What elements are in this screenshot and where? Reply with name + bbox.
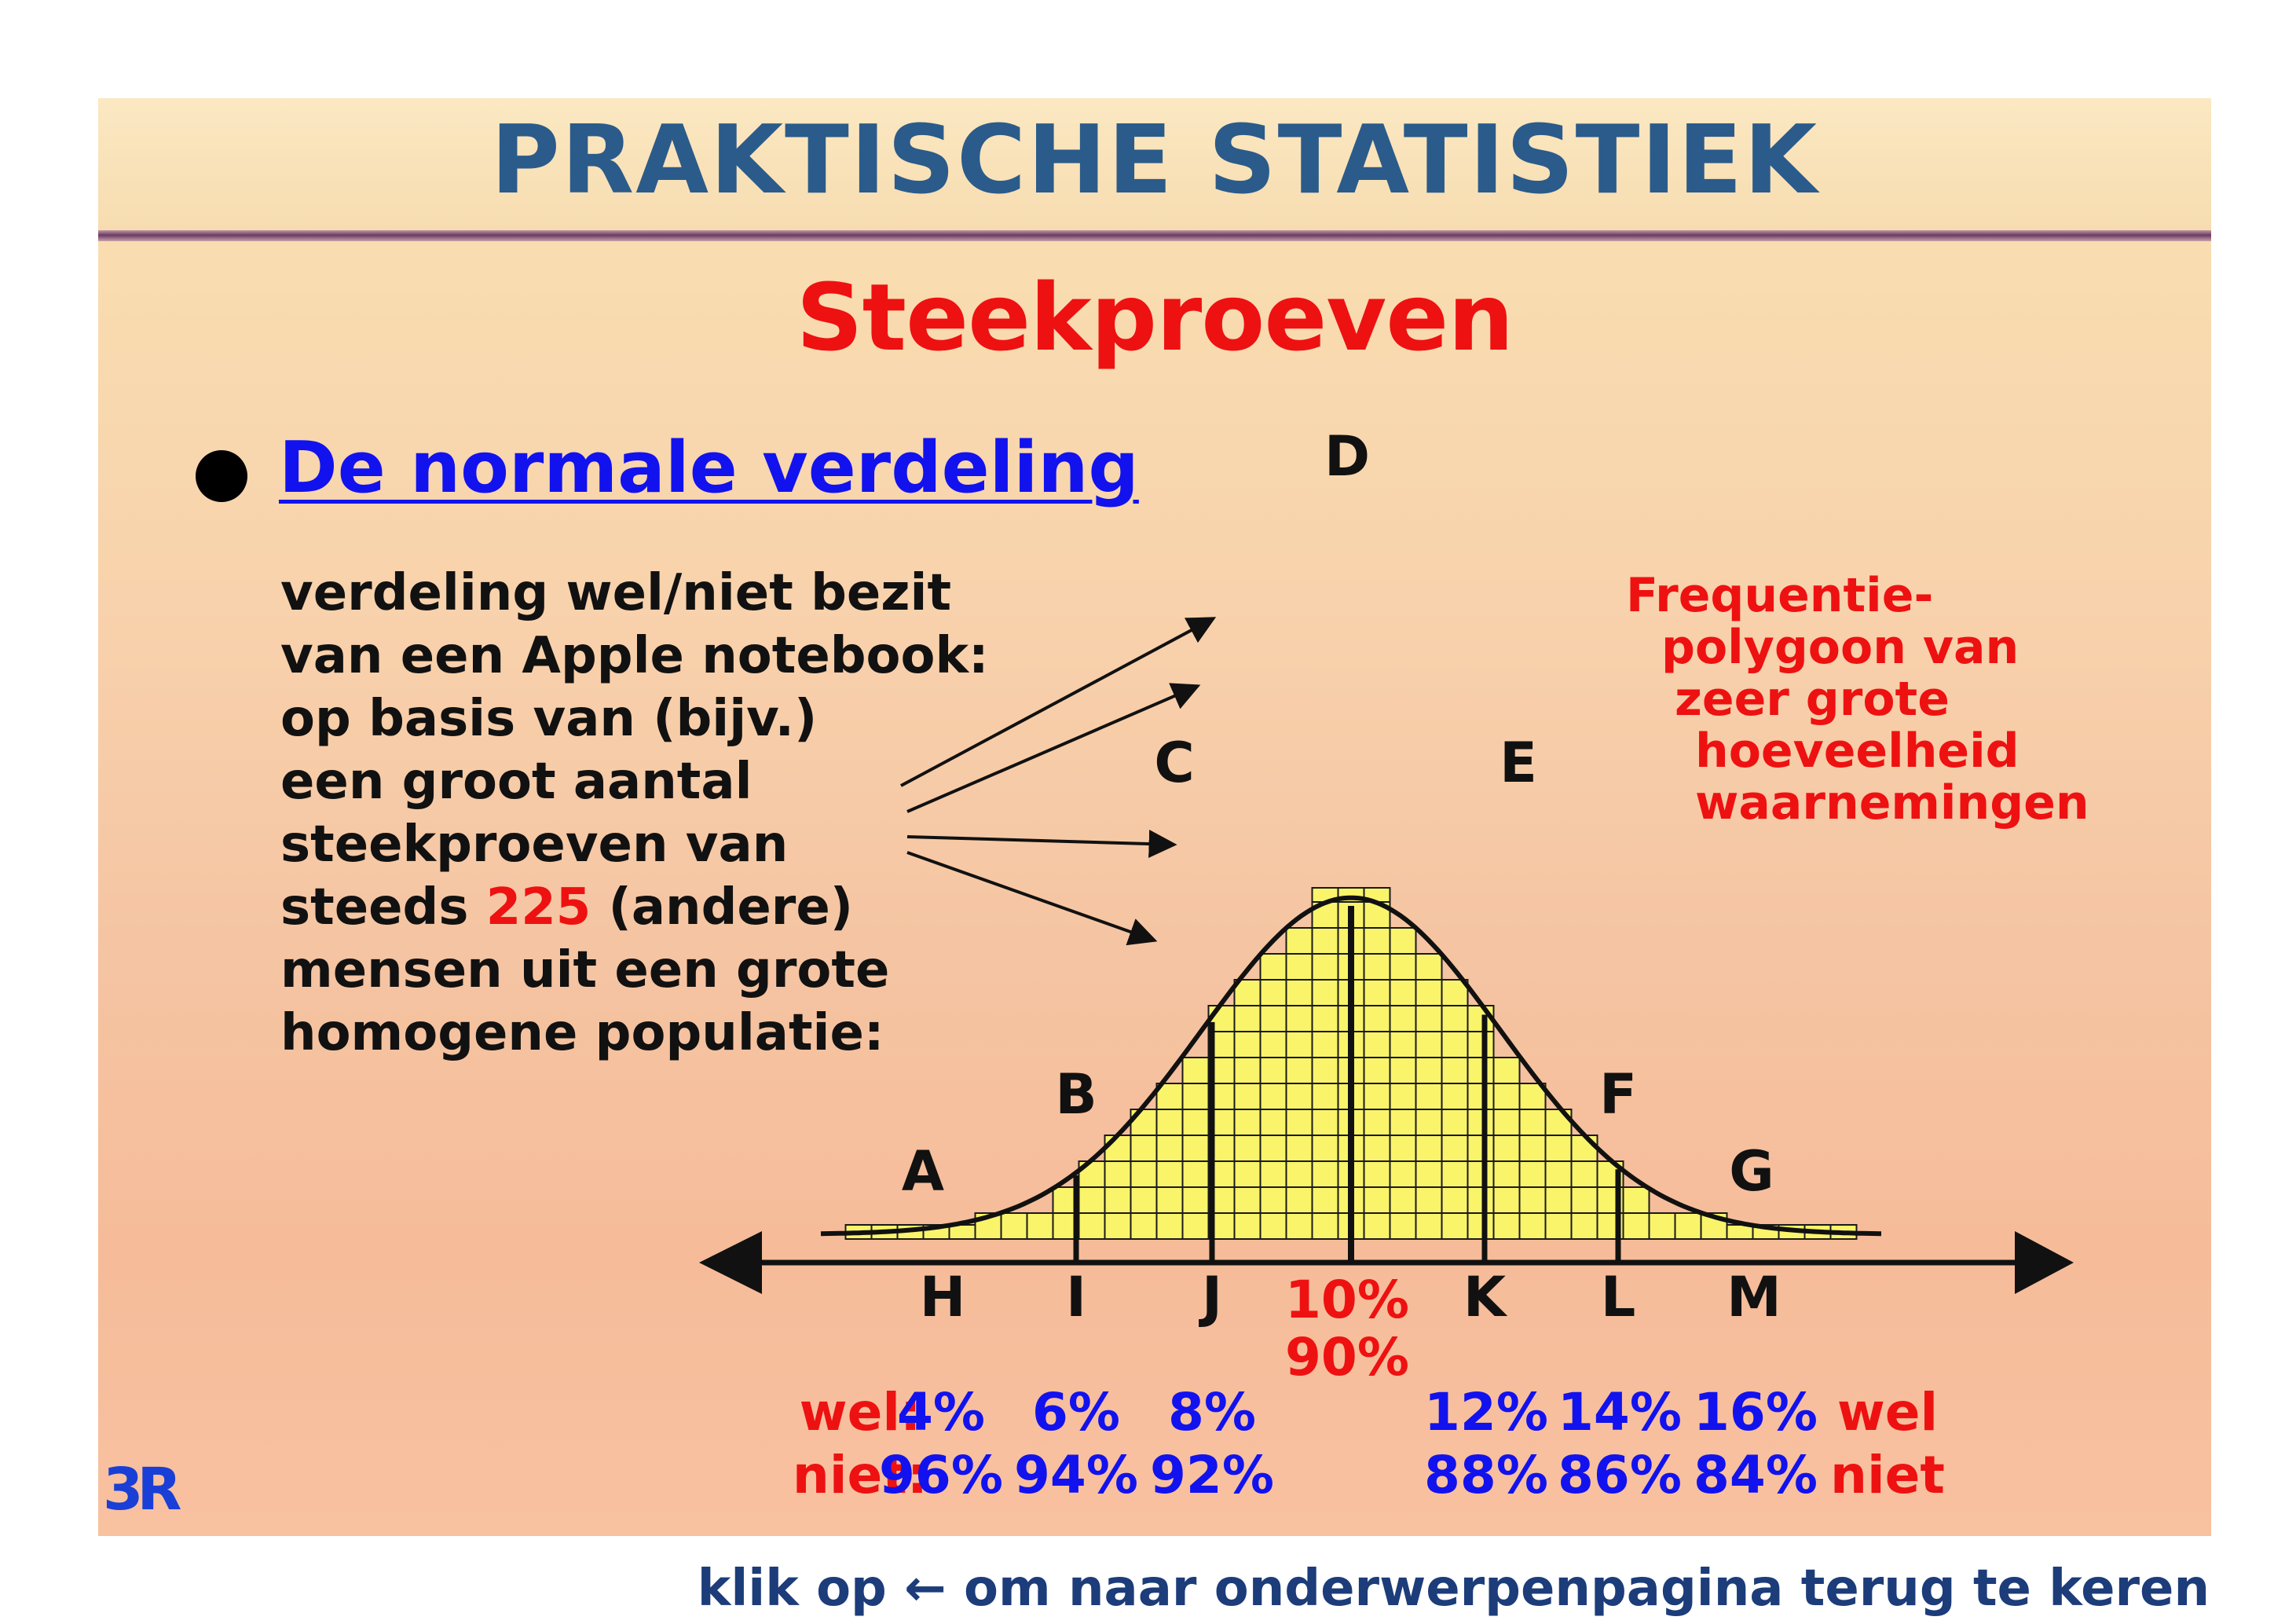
center-wel-value: 10% [1285,1270,1409,1330]
niet-row-label-right: niet [1830,1445,1945,1505]
wel-percentage: 4% [897,1382,985,1443]
header-divider [98,230,2211,241]
slide: PRAKTISCHE STATISTIEK Steekproeven De no… [98,98,2211,1536]
curve-point-label-b: B [1055,1062,1097,1127]
3r-logo: 3R [103,1456,182,1523]
bell-curve [820,895,1882,1237]
tick-label-l: L [1601,1265,1636,1329]
curve-point-label-g: G [1729,1139,1774,1204]
pointer-arrow [906,830,1177,859]
annotation-line: polygoon van [1661,620,2020,675]
histogram-bar [1130,1109,1158,1240]
niet-percentage: 96% [879,1445,1003,1505]
left-arrow-icon[interactable]: ← [904,1560,947,1618]
niet-percentage: 92% [1150,1445,1274,1505]
histogram [844,887,1858,1240]
polygon-annotation: Frequentie- polygoon van zeer grote hoev… [1626,568,2089,829]
pointer-arrow [900,617,1217,787]
description-text-part: steeds [280,878,486,937]
axis-left-arrowhead [699,1231,762,1294]
niet-percentage: 84% [1694,1445,1818,1505]
histogram-bar [1363,887,1391,1240]
description-line: steekproeven van [280,816,789,874]
histogram-bar [1544,1109,1573,1240]
niet-percentage: 94% [1014,1445,1138,1505]
topic-heading: De normale verdeling [279,427,1139,509]
tick-label-m: M [1727,1265,1782,1329]
histogram-bar [1311,887,1339,1240]
curve-point-label-f: F [1599,1062,1637,1127]
description-text: verdeling wel/niet bezit van een Apple n… [280,562,989,1065]
histogram-bar [1026,1212,1054,1240]
histogram-bar [1674,1212,1702,1240]
pointer-arrow [906,851,1158,946]
histogram-bar [1259,953,1287,1240]
sample-size-value: 225 [485,878,591,937]
curve-point-labels: A B C D E F G [902,424,1774,1204]
axis-right-arrowhead [2015,1231,2074,1294]
pointer-arrows [900,617,1217,946]
tick-lines [1073,906,1621,1263]
description-line: verdeling wel/niet bezit [280,564,952,622]
niet-percentage: 86% [1558,1445,1682,1505]
curve-point-label-d: D [1324,424,1370,489]
tick-label-h: H [920,1265,966,1329]
description-line: steeds 225 (andere) [280,876,989,939]
footer-text-prefix: klik op [697,1560,905,1618]
axis-tick-labels: H I J K L M [920,1265,1782,1329]
section-title: Steekproeven [796,263,1514,372]
annotation-line: Frequentie- [1626,568,1934,623]
back-to-topics-link[interactable]: klik op ← om naar onderwerpenpagina teru… [698,1560,2210,1618]
tick-label-i: I [1066,1265,1086,1329]
histogram-bar [1492,1057,1521,1240]
header-band [98,98,2211,232]
bullet-icon [196,450,247,502]
footer-text-suffix: om naar onderwerpenpagina terug te keren [946,1560,2210,1618]
tick-label-j: J [1199,1265,1222,1329]
niet-percentage: 88% [1424,1445,1548,1505]
curve-point-label-e: E [1500,731,1537,795]
annotation-line: zeer grote [1675,672,1950,727]
description-text-part: (andere) [591,878,853,937]
curve-point-label-a: A [902,1139,944,1204]
slide-title: PRAKTISCHE STATISTIEK [490,106,1819,215]
description-line: mensen uit een grote [280,941,890,999]
curve-point-label-c: C [1154,731,1194,795]
histogram-bar [1181,1057,1210,1240]
histogram-bar [1415,953,1443,1240]
number-axis [699,1231,2074,1294]
description-line: homogene populatie: [280,1004,884,1062]
percentage-table: wel: niet: wel niet 4% 6% 8% 12% 14% 16%… [793,1382,1945,1505]
niet-row-label: niet: [793,1445,928,1505]
annotation-line: waarnemingen [1695,775,2089,830]
tick-label-k: K [1463,1265,1508,1329]
center-niet-value: 90% [1285,1327,1409,1388]
histogram-bar [1000,1212,1028,1240]
wel-percentage: 14% [1558,1382,1682,1443]
normal-distribution-diagram: A B C D E F G H I J K L M 10% 90% wel: n… [699,424,2074,1505]
histogram-bar [1467,1005,1495,1240]
annotation-line: hoeveelheid [1695,724,2020,779]
wel-row-label-right: wel [1837,1382,1938,1443]
description-line: een groot aantal [280,753,753,811]
wel-percentage: 6% [1032,1382,1120,1443]
center-value-labels: 10% 90% [1285,1270,1409,1388]
wel-percentage: 8% [1168,1382,1256,1443]
histogram-bar [1078,1160,1106,1240]
wel-percentage: 16% [1694,1382,1818,1443]
wel-row-label: wel: [800,1382,921,1443]
histogram-bar [1648,1212,1676,1240]
wel-percentage: 12% [1424,1382,1548,1443]
description-line: van een Apple notebook: [280,627,989,685]
pointer-arrow [906,683,1201,813]
description-line: op basis van (bijv.) [280,690,818,748]
